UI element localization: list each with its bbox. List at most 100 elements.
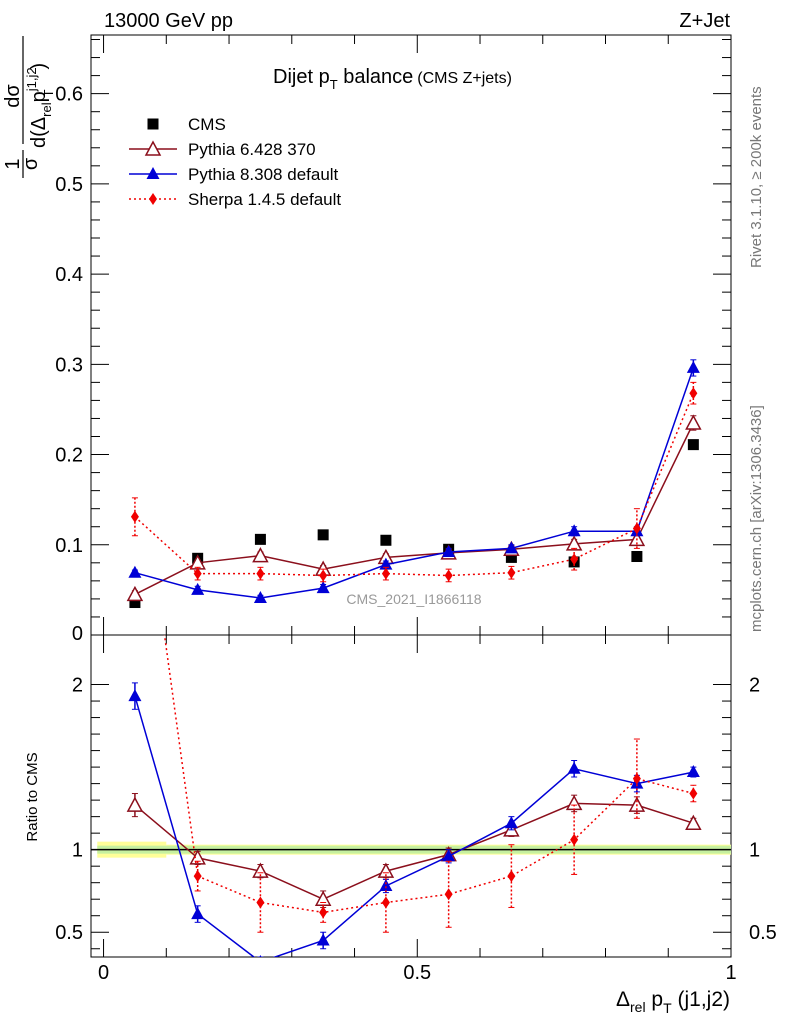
- ratio-ytick-label-right: 2: [749, 675, 760, 697]
- legend-label-pythia-6-428-370: Pythia 6.428 370: [188, 140, 316, 159]
- ratio-point-sherpa-1-4-5-default: [193, 870, 202, 883]
- main-point-sherpa-1-4-5-default: [319, 569, 328, 582]
- ratio-series-layer: [126, 414, 702, 957]
- main-series-cms: [129, 439, 699, 609]
- ylabel-dsigma: dσ: [2, 84, 24, 108]
- ratio-series-sherpa-1-4-5-default: [131, 414, 698, 933]
- main-ytick-label: 0.5: [55, 174, 83, 196]
- ratio-ytick-label: 0.5: [55, 922, 83, 944]
- ylabel-denominator: d(Δrelpj1,j2T): [24, 63, 56, 148]
- main-ytick-label: 0.4: [55, 264, 83, 286]
- main-line-sherpa-1-4-5-default: [134, 392, 695, 577]
- main-series-pythia-8-308-default: [128, 359, 700, 604]
- main-point-sherpa-1-4-5-default: [381, 567, 390, 580]
- main-axes: 0.1 0.2 0.3 0.4 0.5 0.6 0: [55, 35, 732, 645]
- header-left-label: 13000 GeV pp: [104, 10, 233, 32]
- mcplots-side-label: mcplots.cern.ch [arXiv:1306.3436]: [748, 405, 765, 632]
- main-point-pythia-8-308-default: [128, 565, 142, 578]
- main-ytick-label: 0.6: [55, 84, 83, 106]
- ratio-point-pythia-6-428-370: [189, 849, 206, 865]
- main-ytick-label: 0.1: [55, 535, 83, 557]
- ratio-xtick-label: 1: [725, 962, 736, 984]
- main-point-pythia-6-428-370: [126, 585, 144, 602]
- legend-entry-sherpa-1-4-5-default: Sherpa 1.4.5 default: [129, 190, 341, 209]
- main-series-layer: [126, 359, 702, 609]
- main-point-pythia-6-428-370: [685, 414, 702, 430]
- ratio-xtick-label: 0: [98, 962, 109, 984]
- legend-label-sherpa-1-4-5-default: Sherpa 1.4.5 default: [188, 190, 341, 209]
- main-point-cms: [631, 551, 643, 563]
- ratio-point-sherpa-1-4-5-default: [570, 833, 579, 846]
- main-point-pythia-8-308-default: [253, 591, 267, 604]
- ratio-point-pythia-6-428-370: [377, 862, 395, 878]
- legend-entry-cms: CMS: [147, 115, 226, 134]
- ratio-series-pythia-6-428-370: [126, 793, 702, 908]
- main-point-pythia-6-428-370: [252, 547, 269, 563]
- main-series-sherpa-1-4-5-default: [130, 381, 698, 583]
- ratio-ytick-label: 2: [72, 675, 83, 697]
- ratio-series-pythia-8-308-default: [128, 682, 700, 957]
- legend-entry-pythia-6-428-370: Pythia 6.428 370: [129, 140, 316, 159]
- ratio-point-sherpa-1-4-5-default: [507, 870, 516, 883]
- main-point-sherpa-1-4-5-default: [193, 567, 202, 580]
- main-ytick-label: 0.3: [55, 354, 83, 376]
- legend-marker-sherpa-1-4-5-default: [149, 193, 157, 205]
- legend-entry-pythia-8-308-default: Pythia 8.308 default: [129, 165, 339, 184]
- ratio-point-pythia-8-308-default: [191, 907, 205, 920]
- main-point-pythia-8-308-default: [686, 360, 700, 373]
- ratio-point-sherpa-1-4-5-default: [131, 414, 139, 426]
- main-line-pythia-6-428-370: [134, 422, 695, 596]
- main-point-pythia-8-308-default: [379, 557, 393, 570]
- ratio-point-pythia-6-428-370: [126, 796, 144, 812]
- ratio-point-pythia-8-308-default: [316, 933, 330, 946]
- ratio-point-pythia-8-308-default: [128, 689, 142, 702]
- main-point-pythia-8-308-default: [442, 544, 456, 557]
- ratio-point-sherpa-1-4-5-default: [256, 896, 265, 909]
- legend-marker-pythia-8-308-default: [146, 167, 160, 179]
- ratio-point-sherpa-1-4-5-default: [632, 772, 641, 785]
- main-point-cms: [687, 439, 699, 451]
- ratio-line-sherpa-1-4-5-default: [163, 635, 694, 914]
- main-point-pythia-8-308-default: [191, 582, 205, 595]
- ratio-point-sherpa-1-4-5-default: [319, 906, 328, 919]
- ratio-point-pythia-8-308-default: [567, 761, 581, 774]
- ratio-ytick-label: 1: [72, 840, 83, 862]
- main-point-pythia-8-308-default: [567, 524, 581, 537]
- main-series-pythia-6-428-370: [126, 414, 702, 602]
- legend-marker-cms: [147, 118, 159, 130]
- main-point-sherpa-1-4-5-default: [570, 553, 579, 566]
- main-point-cms: [129, 597, 141, 609]
- ratio-point-pythia-6-428-370: [314, 890, 332, 906]
- rivet-side-label: Rivet 3.1.10, ≥ 200k events: [748, 86, 765, 268]
- main-point-cms: [317, 529, 329, 541]
- ratio-ytick-label-right: 1: [749, 840, 760, 862]
- main-point-sherpa-1-4-5-default: [632, 522, 641, 535]
- main-point-cms: [505, 551, 517, 563]
- main-ytick-label: 0.2: [55, 445, 83, 467]
- ratio-ytick-label-right: 0.5: [749, 922, 777, 944]
- ratio-y-axis-label: Ratio to CMS: [24, 752, 41, 841]
- main-point-sherpa-1-4-5-default: [507, 566, 516, 579]
- ylabel-one: 1: [2, 158, 24, 169]
- ratio-point-pythia-8-308-default: [504, 816, 518, 829]
- x-axis-label: Δrel pT (j1,j2): [616, 988, 730, 1016]
- ratio-point-pythia-6-428-370: [685, 814, 702, 830]
- ratio-point-pythia-8-308-default: [442, 849, 456, 862]
- main-chart-title: Dijet pT balance (CMS Z+jets): [273, 66, 512, 92]
- main-point-cms: [254, 533, 266, 545]
- main-point-cms: [380, 534, 392, 546]
- legend-label-pythia-8-308-default: Pythia 8.308 default: [188, 165, 339, 184]
- legend: CMS Pythia 6.428 370 Pythia 8.308 default S…: [129, 115, 341, 209]
- ylabel-sigma: σ: [20, 157, 42, 170]
- ratio-point-pythia-8-308-default: [259, 954, 262, 957]
- main-y-axis-label: 1 σ dσ d(Δrelpj1,j2T): [2, 36, 56, 178]
- main-point-sherpa-1-4-5-default: [444, 569, 453, 582]
- ratio-line-pythia-8-308-default: [134, 695, 694, 957]
- legend-label-cms: CMS: [188, 115, 226, 134]
- ratio-point-sherpa-1-4-5-default: [689, 787, 698, 800]
- ratio-line-pythia-6-428-370: [134, 802, 694, 901]
- main-point-pythia-8-308-default: [504, 541, 518, 554]
- ratio-point-sherpa-1-4-5-default: [444, 888, 453, 901]
